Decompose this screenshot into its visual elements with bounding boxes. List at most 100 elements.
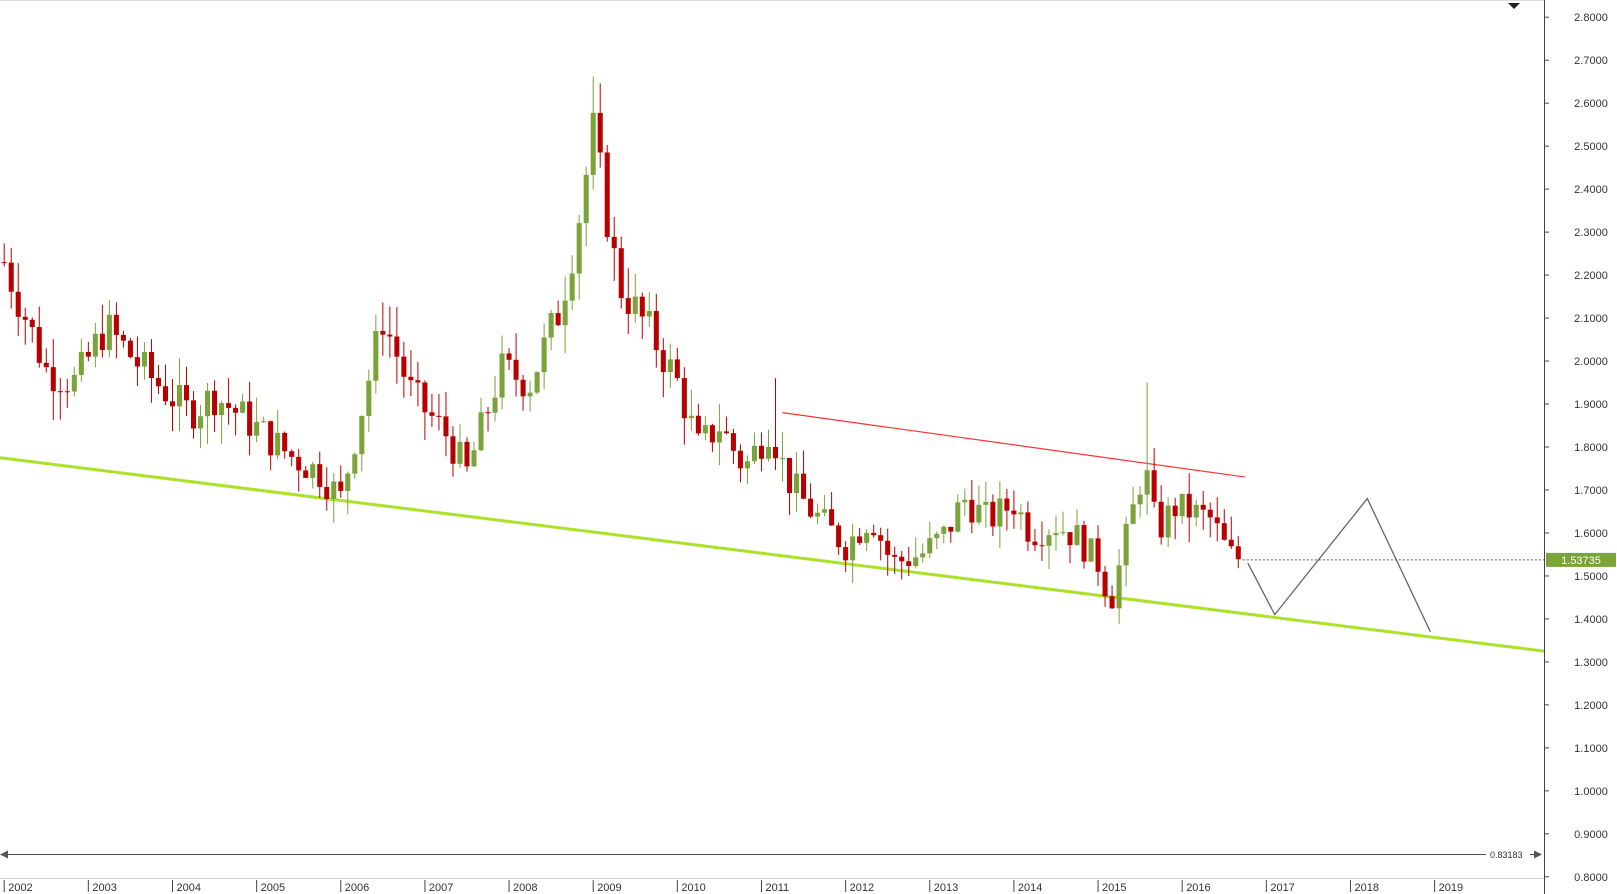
- candle[interactable]: [716, 404, 722, 466]
- candle[interactable]: [695, 403, 701, 436]
- candle[interactable]: [597, 83, 603, 168]
- candle[interactable]: [471, 441, 477, 467]
- candle[interactable]: [1235, 536, 1241, 569]
- candle[interactable]: [1207, 502, 1213, 538]
- candle[interactable]: [401, 341, 407, 398]
- candle[interactable]: [681, 367, 687, 445]
- candle[interactable]: [85, 341, 91, 362]
- candle[interactable]: [948, 526, 954, 543]
- candle[interactable]: [1060, 511, 1066, 536]
- candle[interactable]: [590, 76, 596, 190]
- candle[interactable]: [653, 293, 659, 368]
- candle[interactable]: [1144, 382, 1150, 515]
- candle[interactable]: [134, 336, 140, 387]
- candle[interactable]: [261, 416, 267, 423]
- candle[interactable]: [997, 481, 1003, 549]
- candle[interactable]: [1158, 485, 1164, 545]
- y-axis[interactable]: 2.8000 2.7000 2.6000 2.5000 2.4000 2.3000 2.20…: [1544, 0, 1617, 894]
- candle[interactable]: [1123, 516, 1129, 587]
- candle[interactable]: [822, 494, 828, 517]
- candle[interactable]: [506, 348, 512, 371]
- candle[interactable]: [1116, 549, 1122, 625]
- candle[interactable]: [611, 217, 617, 281]
- candle[interactable]: [120, 330, 126, 348]
- candle[interactable]: [1200, 491, 1206, 530]
- candle[interactable]: [92, 322, 98, 368]
- candle[interactable]: [176, 358, 183, 432]
- candle[interactable]: [843, 540, 849, 573]
- candle[interactable]: [1081, 520, 1087, 569]
- x-axis[interactable]: 2002 2003 2004 2005 2006 2007 2008 2009 2010 2011…: [0, 878, 1544, 894]
- candle[interactable]: [219, 400, 225, 444]
- candle[interactable]: [927, 521, 933, 559]
- candle[interactable]: [801, 450, 807, 500]
- candle[interactable]: [688, 389, 694, 431]
- candle[interactable]: [310, 461, 316, 489]
- candle[interactable]: [808, 483, 814, 519]
- candle[interactable]: [794, 451, 800, 513]
- candle[interactable]: [29, 317, 35, 343]
- candle[interactable]: [983, 482, 989, 528]
- scroll-right-arrow-icon[interactable]: [1534, 850, 1542, 859]
- candle[interactable]: [962, 488, 968, 517]
- candle[interactable]: [205, 383, 211, 444]
- candle[interactable]: [450, 426, 456, 477]
- candle[interactable]: [464, 437, 470, 472]
- candle[interactable]: [709, 423, 715, 453]
- candle[interactable]: [296, 448, 302, 492]
- candle[interactable]: [941, 525, 947, 544]
- candle[interactable]: [1165, 497, 1171, 548]
- candle[interactable]: [380, 302, 386, 356]
- candle[interactable]: [183, 366, 190, 417]
- candle[interactable]: [1074, 509, 1080, 546]
- candle[interactable]: [864, 529, 870, 551]
- candle[interactable]: [1018, 503, 1024, 530]
- candle[interactable]: [457, 424, 463, 468]
- candle[interactable]: [422, 380, 428, 441]
- candle[interactable]: [969, 480, 975, 534]
- candle[interactable]: [836, 522, 842, 555]
- candle[interactable]: [569, 255, 575, 311]
- chart-menu-icon[interactable]: [1508, 3, 1520, 9]
- candle[interactable]: [892, 546, 898, 574]
- resistance-line[interactable]: [782, 412, 1246, 478]
- candle[interactable]: [415, 361, 421, 407]
- candle[interactable]: [885, 528, 891, 576]
- candle[interactable]: [660, 338, 666, 398]
- candle[interactable]: [639, 292, 645, 339]
- candle[interactable]: [534, 371, 540, 395]
- candle[interactable]: [212, 380, 218, 433]
- candle[interactable]: [562, 276, 568, 354]
- candle[interactable]: [1186, 473, 1192, 543]
- candle[interactable]: [436, 393, 442, 431]
- candle[interactable]: [15, 263, 21, 336]
- candle[interactable]: [618, 236, 624, 309]
- candle[interactable]: [646, 291, 652, 327]
- candle[interactable]: [541, 323, 547, 390]
- projection-polyline[interactable]: [1247, 497, 1431, 633]
- candle[interactable]: [254, 397, 260, 443]
- candle[interactable]: [226, 378, 232, 425]
- candle[interactable]: [113, 302, 119, 359]
- candle[interactable]: [1004, 488, 1010, 531]
- candle[interactable]: [723, 416, 729, 435]
- candle[interactable]: [240, 394, 246, 414]
- candle[interactable]: [625, 268, 631, 335]
- candle[interactable]: [1151, 448, 1157, 508]
- candle[interactable]: [955, 494, 961, 533]
- candle[interactable]: [317, 451, 323, 498]
- candle[interactable]: [702, 415, 708, 441]
- candle[interactable]: [913, 537, 919, 569]
- candle[interactable]: [22, 307, 28, 345]
- candle[interactable]: [303, 466, 309, 478]
- candle[interactable]: [155, 365, 161, 395]
- candle[interactable]: [191, 391, 197, 439]
- candle[interactable]: [289, 449, 295, 467]
- candle[interactable]: [443, 391, 449, 457]
- candle[interactable]: [1046, 529, 1052, 569]
- candle[interactable]: [737, 444, 743, 483]
- candle[interactable]: [815, 503, 821, 524]
- candle[interactable]: [43, 348, 49, 373]
- candle[interactable]: [758, 432, 765, 472]
- candle[interactable]: [906, 546, 912, 577]
